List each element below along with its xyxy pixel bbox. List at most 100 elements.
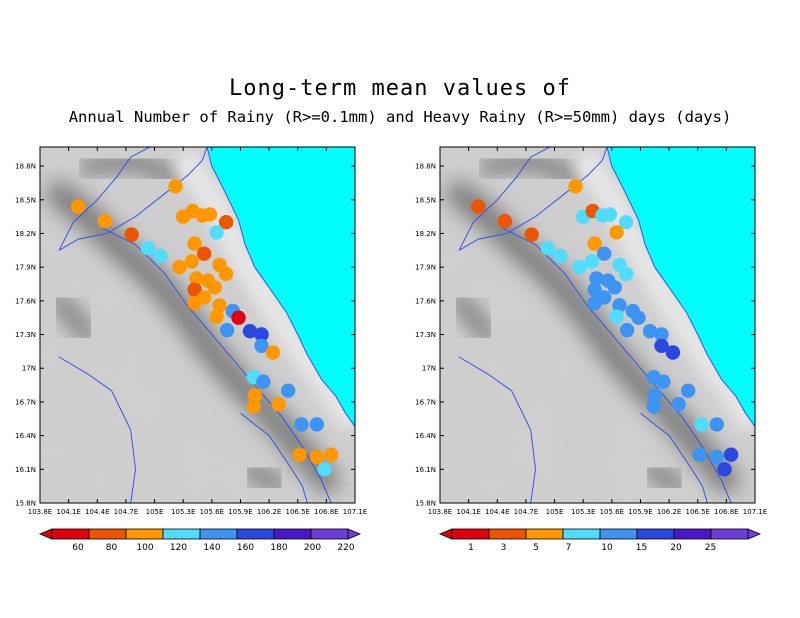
lat-label: 16.4N [415,432,436,440]
station-marker [568,179,583,194]
station-marker [168,179,183,194]
boundary-line [458,147,551,251]
coastline [606,147,755,427]
boundary-line [640,412,708,503]
station-marker [497,213,513,229]
lat-label: 15.8N [415,500,436,508]
station-marker [619,322,635,338]
station-marker [723,447,739,462]
station-marker [589,271,604,286]
station-marker [189,271,204,286]
station-marker [587,282,602,297]
colorbar-swatch [88,528,127,540]
station-marker [681,383,696,398]
colorbar-label: 7 [566,543,572,553]
station-marker [656,374,671,389]
station-marker [187,295,202,311]
station-marker [317,462,332,477]
colorbar-swatch [599,528,638,540]
lon-label: 106.5E [285,508,309,516]
map-area [40,147,355,503]
mountain-ridge [50,291,97,344]
lat-label: 17.9N [415,264,436,272]
station-marker [665,345,681,360]
station-marker [247,388,262,403]
colorbar-left-arrow [38,528,53,540]
station-marker [553,248,568,264]
colorbar-label: 15 [636,543,647,553]
station-marker [671,397,686,412]
colorbar-label: 3 [501,543,507,553]
lon-label: 104.7E [514,508,538,516]
lon-label: 105.3E [171,508,195,516]
lat-label: 15.8N [15,500,36,508]
colorbar-right-arrow [347,528,362,540]
colorbar-label: 200 [304,543,321,553]
station-marker [212,298,227,313]
mountain-ridge [446,181,740,494]
lat-label: 17.6N [15,297,36,305]
colorbar-heavy-rainy-days: 1 3 5 7 10 15 20 25 [438,528,762,553]
station-marker [256,374,271,389]
station-marker [218,266,234,282]
station-marker [97,213,113,229]
station-marker [646,399,661,414]
colorbar-rainy-days: 60 80 100 120 140 160 180 200 220 [38,528,362,553]
station-marker [124,227,139,242]
station-marker [584,254,599,269]
colorbar-label: 140 [203,543,220,553]
sea-area [207,147,355,427]
lon-label: 105E [146,508,164,516]
station-marker [202,207,218,222]
mountain-ridge [478,151,583,187]
station-marker [612,298,627,313]
station-marker [309,449,324,465]
station-marker [246,399,261,414]
map-panel-right: 18.8N 18.5N 18.2N 17.9N 17.6N 17.3N 17N 16.7N 16… [415,146,767,553]
boundary-line [58,356,137,503]
lat-label: 17.9N [15,264,36,272]
lon-label: 105.6E [600,508,624,516]
lon-label: 107.1E [343,508,367,516]
colorbar-label: 60 [72,543,84,553]
station-marker [197,246,212,261]
lon-label: 105.9E [228,508,252,516]
station-marker [524,227,539,242]
station-marker [587,236,602,251]
map-panel-left: 18.8N 18.5N 18.2N 17.9N 17.6N 17.3N 17N 16.7N 16… [15,146,367,553]
station-marker [631,310,646,325]
sea-area [607,147,755,427]
lon-label: 106.8E [714,508,738,516]
colorbar-swatch [562,528,601,540]
lon-label: 103.8E [28,508,52,516]
lon-label: 104.1E [56,508,80,516]
boundary-line [58,147,151,251]
colorbar-swatch [710,528,749,540]
colorbar-label: 25 [705,543,716,553]
chart-title: Long-term mean values of [229,76,571,101]
lat-label: 18.5N [15,196,36,204]
colorbar-swatch [236,528,275,540]
lat-label: 16.7N [15,398,36,406]
boundary-line [240,412,308,503]
mountain-ridge [241,460,288,496]
station-marker [254,338,269,353]
station-marker [231,310,246,325]
lon-label: 107.1E [743,508,767,516]
map-frame [439,146,756,504]
station-marker [184,254,199,269]
station-marker [218,215,234,230]
colorbar-left-arrow [438,528,453,540]
colorbar-label: 80 [106,543,118,553]
map-area [440,147,755,503]
station-marker [540,240,556,256]
station-marker [209,225,224,240]
colorbar-label: 220 [337,543,354,553]
lat-label: 16.7N [415,398,436,406]
station-marker [209,309,224,324]
colorbar-right-arrow [747,528,762,540]
station-marker [618,215,634,230]
station-marker [642,324,658,339]
lat-label: 16.4N [15,432,36,440]
